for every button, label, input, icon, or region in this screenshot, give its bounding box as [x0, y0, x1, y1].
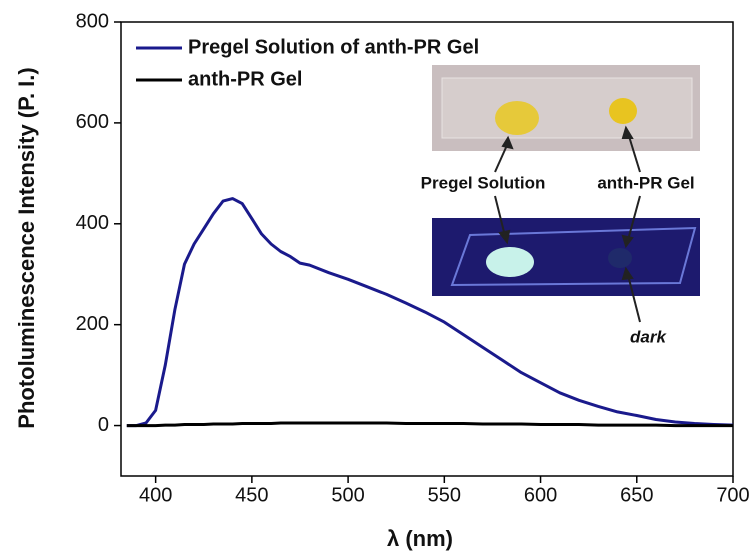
- y-tick-label: 400: [76, 212, 109, 234]
- glass-slide-uv: [450, 226, 697, 287]
- spot-gel: [609, 98, 637, 124]
- spot-pregel: [495, 101, 539, 135]
- y-axis-label: Photoluminescence Intensity (P. I.): [14, 67, 39, 428]
- x-axis-label: λ (nm): [387, 526, 453, 551]
- annotation: dark: [630, 327, 667, 346]
- x-tick-label: 700: [716, 484, 749, 506]
- inset-photos: [432, 65, 700, 323]
- y-tick-label: 0: [98, 414, 109, 436]
- x-tick-label: 400: [139, 484, 172, 506]
- series-line: [126, 421, 733, 428]
- annotation: Pregel Solution: [421, 173, 546, 192]
- x-tick-label: 650: [620, 484, 653, 506]
- legend-label: anth-PR Gel: [188, 68, 302, 90]
- plot-frame: [120, 21, 734, 477]
- arrows: [494, 125, 641, 323]
- x-tick-label: 450: [235, 484, 268, 506]
- legend-label: Pregel Solution of anth-PR Gel: [188, 36, 479, 58]
- x-tick-label: 600: [524, 484, 557, 506]
- x-tick-label: 550: [428, 484, 461, 506]
- glow-pregel: [486, 247, 534, 277]
- glass-slide: [441, 77, 693, 139]
- annotation: anth-PR Gel: [597, 173, 694, 192]
- y-tick-label: 600: [76, 111, 109, 133]
- dark-gel: [608, 248, 632, 268]
- y-tick-label: 200: [76, 313, 109, 335]
- series-line: [126, 197, 734, 428]
- y-tick-label: 800: [76, 10, 109, 32]
- x-tick-label: 500: [331, 484, 364, 506]
